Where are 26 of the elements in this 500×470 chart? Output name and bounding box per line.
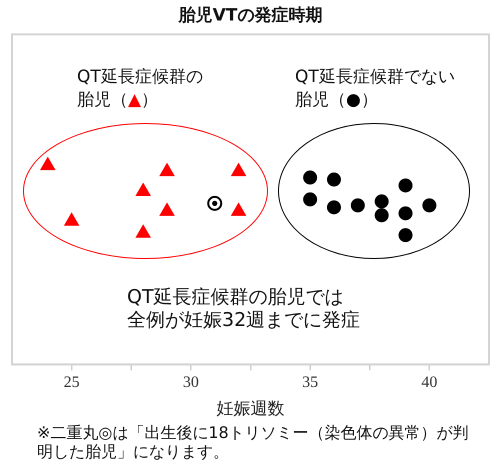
text: QT延長症候群でない胎児（●）	[295, 66, 456, 112]
annotation: 全例が妊娠32週までに発症	[127, 309, 362, 332]
point	[350, 198, 365, 212]
point	[398, 206, 413, 220]
point	[40, 157, 56, 170]
point	[374, 194, 389, 208]
x-axis-title: 妊娠週数	[216, 399, 284, 420]
point	[398, 178, 413, 192]
point	[303, 192, 318, 206]
point	[160, 163, 174, 176]
chart-title: 胎児VTの発症時期	[178, 6, 322, 26]
point	[207, 196, 222, 211]
point	[303, 170, 318, 185]
point	[231, 163, 246, 176]
point	[422, 198, 436, 212]
text: QT延長症候群の胎児（▲）	[77, 66, 204, 112]
point	[374, 208, 389, 222]
x-tick-label: 30	[182, 374, 199, 392]
point	[326, 172, 341, 187]
point	[326, 200, 341, 214]
annotation: QT延長症候群の胎児では	[127, 286, 345, 309]
x-tick-label: 25	[64, 374, 80, 392]
text: ※二重丸◎は「出生後に18トリソミー（染色体の異常）が判明した胎児」になります。	[37, 423, 470, 462]
x-tick-label: 35	[302, 374, 318, 392]
x-tick-label: 40	[421, 374, 438, 392]
point	[398, 228, 413, 242]
